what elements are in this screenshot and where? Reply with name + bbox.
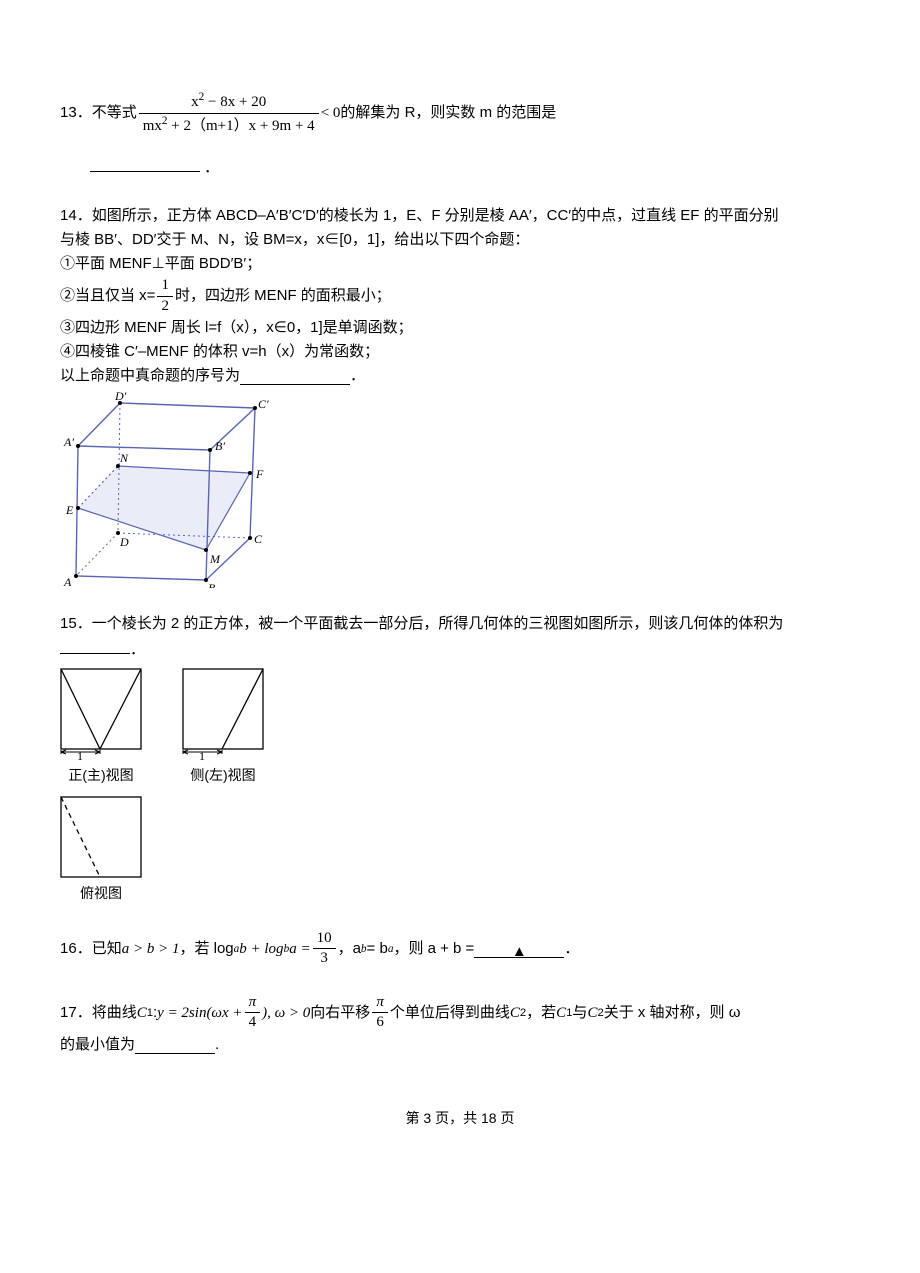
three-views-row2: 俯视图 xyxy=(60,796,860,904)
problem-14: 14．如图所示，正方体 ABCD–A′B′C′D′的棱长为 1，E、F 分别是棱… xyxy=(60,204,860,588)
q14-l2: 与棱 BB′、DD′交于 M、N，设 BM=x，x∈[0，1]，给出以下四个命题… xyxy=(60,228,860,252)
q13-num: 13 xyxy=(60,101,77,125)
front-view-col: 1 正(主)视图 xyxy=(60,668,142,786)
svg-text:A: A xyxy=(63,575,72,588)
problem-13-line: 13 ．不等式 x2 − 8x + 20 mx2 + 2（m+1）x + 9m … xyxy=(60,90,860,136)
q14-c3: ③四边形 MENF 周长 l=f（x），x∈0，1]是单调函数； xyxy=(60,316,860,340)
q14-period: ． xyxy=(350,364,365,388)
q16-line: 16 ．已知 a > b > 1 ，若 loga b + logb a = 10… xyxy=(60,929,860,969)
q14-l1: 14．如图所示，正方体 ABCD–A′B′C′D′的棱长为 1，E、F 分别是棱… xyxy=(60,204,860,228)
q17-frac2: π 6 xyxy=(372,993,388,1033)
front-label: 正(主)视图 xyxy=(68,764,133,786)
q13-lt: < 0 xyxy=(321,101,341,125)
q14-c5: 以上命题中真命题的序号为 xyxy=(60,364,240,388)
q15-blank xyxy=(60,636,130,654)
q17-blank xyxy=(135,1036,215,1054)
svg-text:B′: B′ xyxy=(215,439,225,453)
side-view-col: 1 侧(左)视图 xyxy=(182,668,264,786)
q15-period: ． xyxy=(130,641,145,658)
svg-text:D: D xyxy=(119,535,129,549)
q14-c5-row: 以上命题中真命题的序号为 ． xyxy=(60,364,860,388)
problem-16: 16 ．已知 a > b > 1 ，若 loga b + logb a = 10… xyxy=(60,929,860,969)
page-footer: 第 3 页，共 18 页 xyxy=(60,1107,860,1129)
problem-17: 17 ．将曲线 C1 : y = 2sin(ωx + π 4 ), ω > 0 … xyxy=(60,993,860,1057)
problem-15: 15．一个棱长为 2 的正方体，被一个平面截去一部分后，所得几何体的三视图如图所… xyxy=(60,612,860,905)
side-view: 1 xyxy=(182,668,264,760)
q13-suffix: 的解集为 R，则实数 m 的范围是 xyxy=(340,101,556,125)
top-view xyxy=(60,796,142,878)
side-label: 侧(左)视图 xyxy=(190,764,255,786)
q14-frac-half: 1 2 xyxy=(157,276,173,316)
q15-text: 15．一个棱长为 2 的正方体，被一个平面截去一部分后，所得几何体的三视图如图所… xyxy=(60,612,860,636)
svg-text:C: C xyxy=(254,532,263,546)
svg-text:1: 1 xyxy=(77,749,83,760)
top-view-col: 俯视图 xyxy=(60,796,142,904)
svg-text:M: M xyxy=(209,552,221,566)
svg-text:C′: C′ xyxy=(258,397,269,411)
svg-text:F: F xyxy=(255,467,264,481)
q13-fraction: x2 − 8x + 20 mx2 + 2（m+1）x + 9m + 4 xyxy=(139,90,319,136)
svg-text:1: 1 xyxy=(199,749,205,760)
q17-line1: 17 ．将曲线 C1 : y = 2sin(ωx + π 4 ), ω > 0 … xyxy=(60,993,860,1033)
q16-blank: ▲ xyxy=(474,940,564,958)
svg-text:D′: D′ xyxy=(114,389,127,403)
q13-blank-row: ． xyxy=(90,154,860,180)
q13-blank xyxy=(90,154,200,172)
q17-line2: 的最小值为 . xyxy=(60,1033,860,1057)
q13-prefix: ．不等式 xyxy=(77,101,137,125)
svg-text:E: E xyxy=(65,503,74,517)
q16-cond: a > b > 1 xyxy=(122,937,180,961)
q14-c2: ②当且仅当 x= 1 2 时，四边形 MENF 的面积最小； xyxy=(60,276,860,316)
q13-frac-num: x2 − 8x + 20 xyxy=(139,90,319,114)
q13-period: ． xyxy=(204,159,219,176)
svg-text:B: B xyxy=(208,581,216,588)
q17-frac1: π 4 xyxy=(245,993,261,1033)
q14-c4: ④四棱锥 C′–MENF 的体积 v=h（x）为常函数； xyxy=(60,340,860,364)
q13-frac-den: mx2 + 2（m+1）x + 9m + 4 xyxy=(139,114,319,137)
q14-blank xyxy=(240,367,350,385)
top-label: 俯视图 xyxy=(80,882,122,904)
svg-text:A′: A′ xyxy=(63,435,74,449)
three-views-row1: 1 正(主)视图 1 侧(左)视图 xyxy=(60,668,860,786)
q14-c1: ①平面 MENF⊥平面 BDD′B′； xyxy=(60,252,860,276)
front-view: 1 xyxy=(60,668,142,760)
cube-figure: D′ C′ B′ A′ D C B A E N F M xyxy=(60,388,270,588)
svg-text:N: N xyxy=(119,451,129,465)
q16-frac: 10 3 xyxy=(313,929,336,969)
problem-13: 13 ．不等式 x2 − 8x + 20 mx2 + 2（m+1）x + 9m … xyxy=(60,90,860,180)
